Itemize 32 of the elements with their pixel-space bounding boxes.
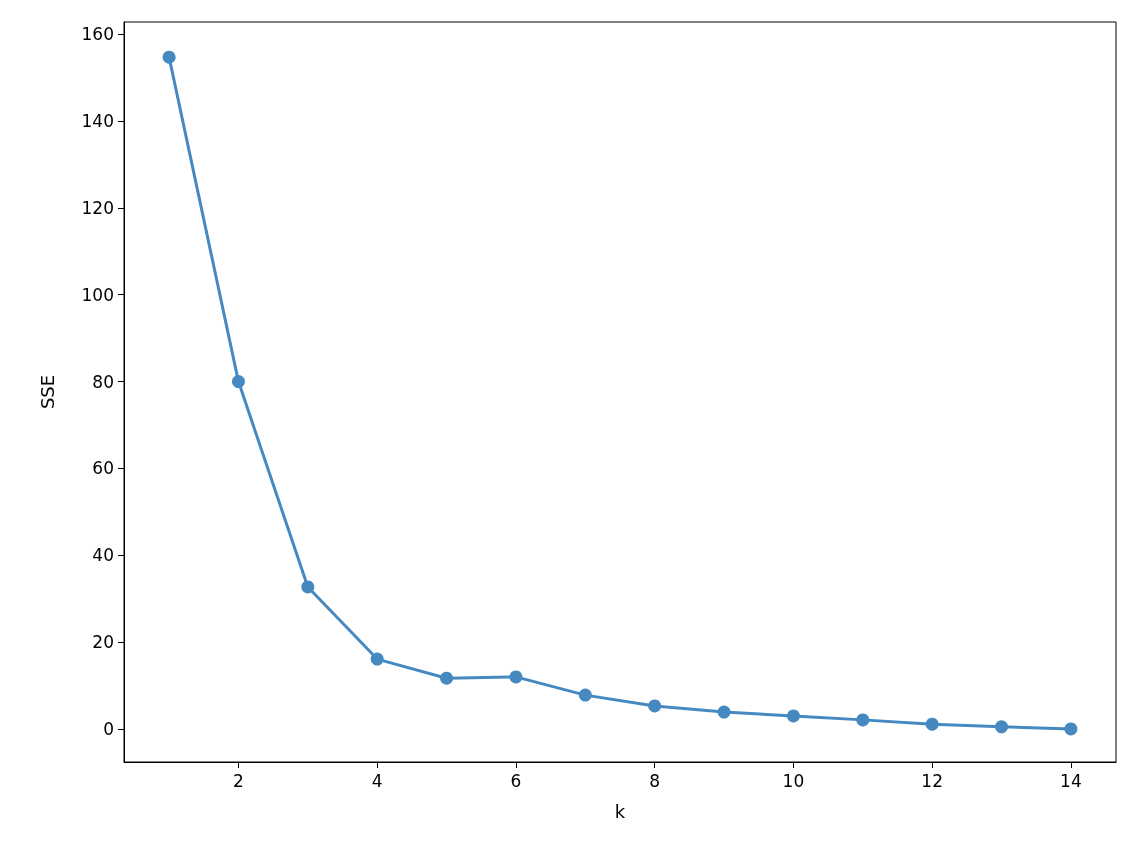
point xyxy=(786,709,800,723)
point xyxy=(231,375,245,389)
x-tick-label: 12 xyxy=(921,770,943,791)
x-tick-label: 6 xyxy=(510,770,522,791)
point xyxy=(578,688,592,702)
x-tick-label: 10 xyxy=(782,770,805,791)
point xyxy=(162,50,176,64)
point xyxy=(925,717,939,731)
y-tick-label: 80 xyxy=(92,371,114,392)
y-tick-label: 140 xyxy=(81,111,114,132)
point xyxy=(995,720,1009,734)
y-tick-label: 0 xyxy=(103,719,114,739)
y-axis-title: SSE xyxy=(36,374,58,410)
y-tick-label: 120 xyxy=(81,197,114,218)
y-tick-label: 160 xyxy=(81,24,114,45)
point xyxy=(509,670,523,684)
x-tick-label: 2 xyxy=(233,770,244,791)
x-tick-label: 4 xyxy=(371,770,383,791)
y-tick-label: 100 xyxy=(81,284,114,305)
x-axis-title: k xyxy=(614,800,626,822)
point xyxy=(440,671,454,685)
point xyxy=(1064,722,1078,736)
point xyxy=(717,705,731,719)
y-tick-label: 20 xyxy=(92,632,114,653)
point xyxy=(856,713,870,727)
point xyxy=(370,652,384,666)
point xyxy=(648,699,662,713)
y-tick-label: 60 xyxy=(92,458,114,479)
y-tick-label: 40 xyxy=(92,545,114,566)
x-tick-label: 14 xyxy=(1060,770,1082,791)
point xyxy=(301,580,315,594)
x-tick-label: 8 xyxy=(649,770,661,791)
